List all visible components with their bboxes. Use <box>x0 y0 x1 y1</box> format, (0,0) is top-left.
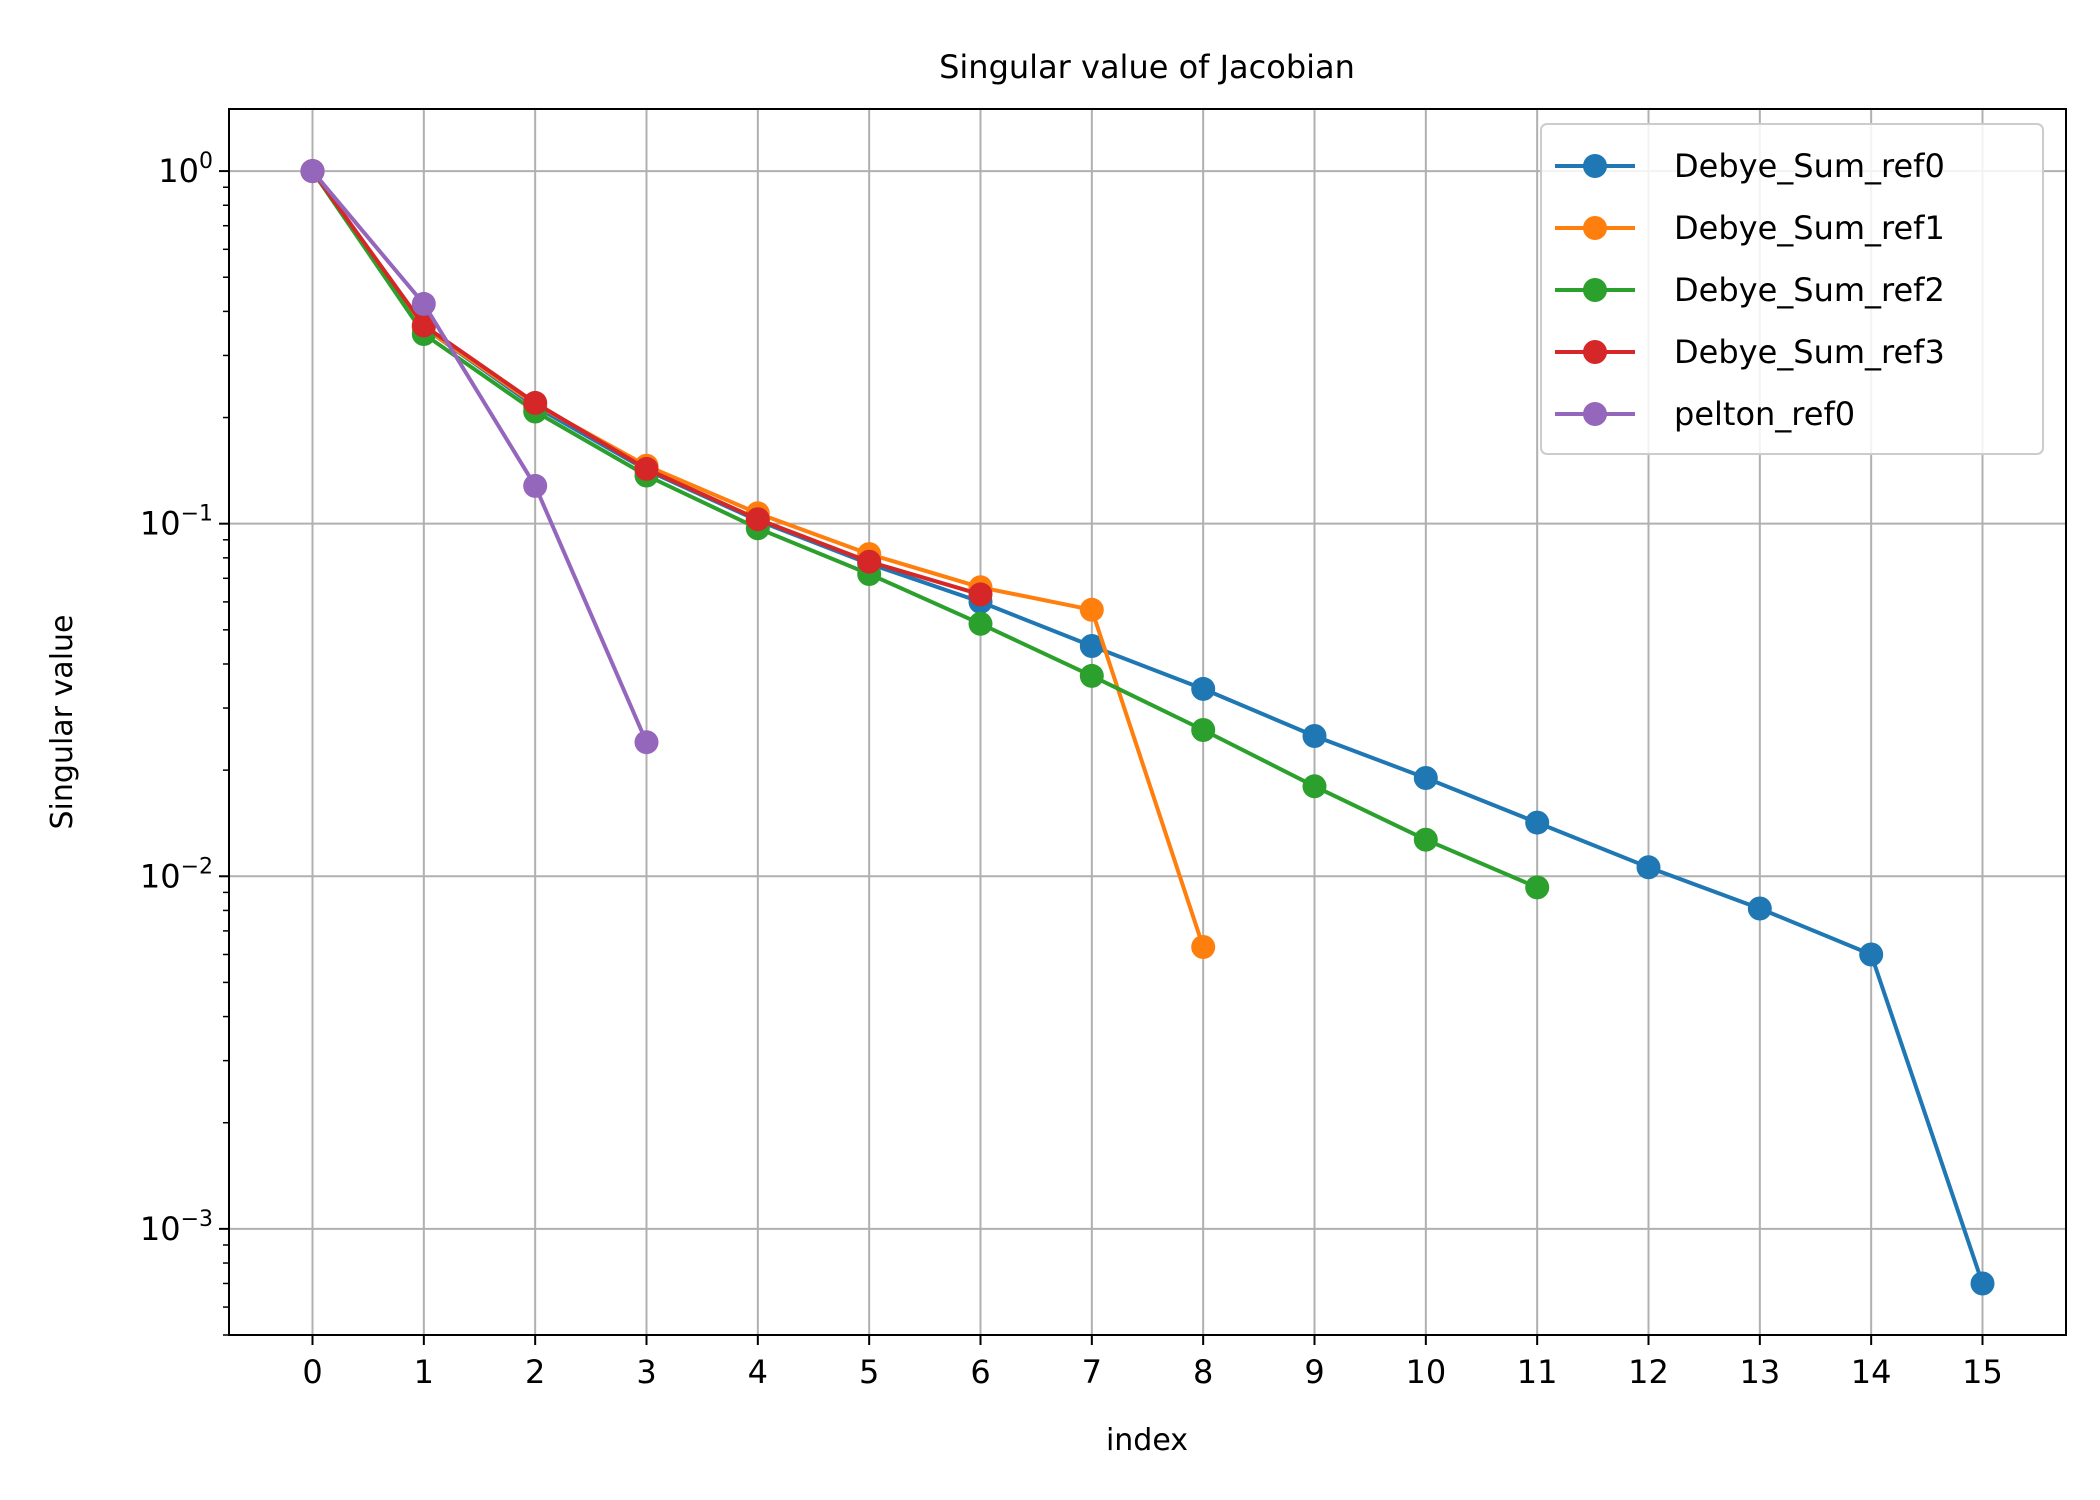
data-point <box>1747 896 1772 921</box>
x-tick-label: 5 <box>859 1353 879 1391</box>
data-point <box>634 730 659 755</box>
data-point <box>300 159 325 184</box>
data-point <box>857 549 882 574</box>
x-tick-label: 12 <box>1628 1353 1669 1391</box>
y-axis-ticks: 100 10−1 10−2 10−3 <box>140 149 229 1336</box>
x-axis-label: index <box>1106 1423 1188 1458</box>
chart-title: Singular value of Jacobian <box>939 48 1355 86</box>
x-tick-label: 11 <box>1517 1353 1558 1391</box>
data-point <box>1302 724 1327 748</box>
x-tick-label: 1 <box>414 1353 434 1391</box>
data-point <box>411 313 436 338</box>
data-point <box>968 582 993 607</box>
x-tick-label: 7 <box>1082 1353 1102 1391</box>
x-tick-label: 2 <box>525 1353 545 1391</box>
x-tick-label: 6 <box>970 1353 990 1391</box>
data-point <box>1191 718 1216 742</box>
x-tick-label: 3 <box>636 1353 656 1391</box>
data-point <box>1859 942 1884 967</box>
data-point <box>1079 634 1104 658</box>
series-layer <box>300 159 1995 1296</box>
legend-item: Debye_Sum_ref0 <box>1555 147 1945 185</box>
data-point <box>1191 935 1216 959</box>
series-line <box>310 169 1538 890</box>
data-point <box>1970 1271 1995 1296</box>
legend-swatch-marker <box>1583 402 1607 426</box>
x-tick-label: 13 <box>1739 1353 1780 1391</box>
x-tick-label: 8 <box>1193 1353 1213 1391</box>
x-tick-label: 4 <box>748 1353 768 1391</box>
data-point <box>1413 766 1438 790</box>
plot-frame <box>228 108 2067 1336</box>
data-point <box>634 456 659 481</box>
y-tick-label: 10−1 <box>140 502 213 543</box>
legend-label: Debye_Sum_ref1 <box>1674 209 1945 247</box>
data-point <box>411 291 436 316</box>
legend-swatch-marker <box>1583 278 1607 302</box>
legend-label: Debye_Sum_ref2 <box>1674 271 1945 309</box>
y-tick-label: 10−2 <box>140 854 213 895</box>
y-axis-label: Singular value <box>45 615 80 830</box>
series-Debye_Sum_ref3 <box>300 159 993 607</box>
data-point <box>968 611 993 636</box>
legend-item: Debye_Sum_ref3 <box>1555 333 1945 371</box>
x-axis-ticks: 0 1 2 3 4 5 6 7 8 9 10 11 12 13 14 15 <box>302 1335 2003 1391</box>
series-Debye_Sum_ref2 <box>300 159 1550 900</box>
x-tick-label: 15 <box>1962 1353 2003 1391</box>
legend-swatch-marker <box>1583 154 1607 178</box>
grid-lines <box>229 109 2066 1335</box>
x-tick-label: 0 <box>302 1353 322 1391</box>
legend-swatch-marker <box>1583 340 1607 364</box>
y-tick-label: 10−3 <box>140 1207 213 1248</box>
data-point <box>1525 810 1550 835</box>
data-point <box>745 507 770 532</box>
legend-item: Debye_Sum_ref2 <box>1555 271 1945 309</box>
legend: Debye_Sum_ref0 Debye_Sum_ref1 Debye_Sum_re… <box>1540 123 2044 455</box>
data-point <box>523 473 548 498</box>
legend-item: Debye_Sum_ref1 <box>1555 209 1945 247</box>
legend-swatch-marker <box>1583 216 1607 240</box>
data-point <box>1079 663 1104 688</box>
data-point <box>1636 855 1661 880</box>
y-tick-label: 100 <box>158 149 213 190</box>
legend-label: Debye_Sum_ref0 <box>1674 147 1945 185</box>
series-pelton_ref0 <box>300 159 659 755</box>
data-point <box>523 390 548 415</box>
legend-label: pelton_ref0 <box>1674 395 1855 433</box>
data-point <box>1525 875 1550 900</box>
legend-box <box>1540 123 2044 455</box>
data-point <box>1079 597 1104 622</box>
x-tick-label: 10 <box>1405 1353 1446 1391</box>
data-point <box>1302 774 1327 799</box>
x-tick-label: 9 <box>1304 1353 1324 1391</box>
data-point <box>1191 676 1216 701</box>
data-point <box>1413 827 1438 852</box>
legend-label: Debye_Sum_ref3 <box>1674 333 1945 371</box>
series-line <box>310 169 1985 1285</box>
x-tick-label: 14 <box>1851 1353 1892 1391</box>
series-line <box>310 169 649 743</box>
legend-item: pelton_ref0 <box>1555 395 1855 433</box>
